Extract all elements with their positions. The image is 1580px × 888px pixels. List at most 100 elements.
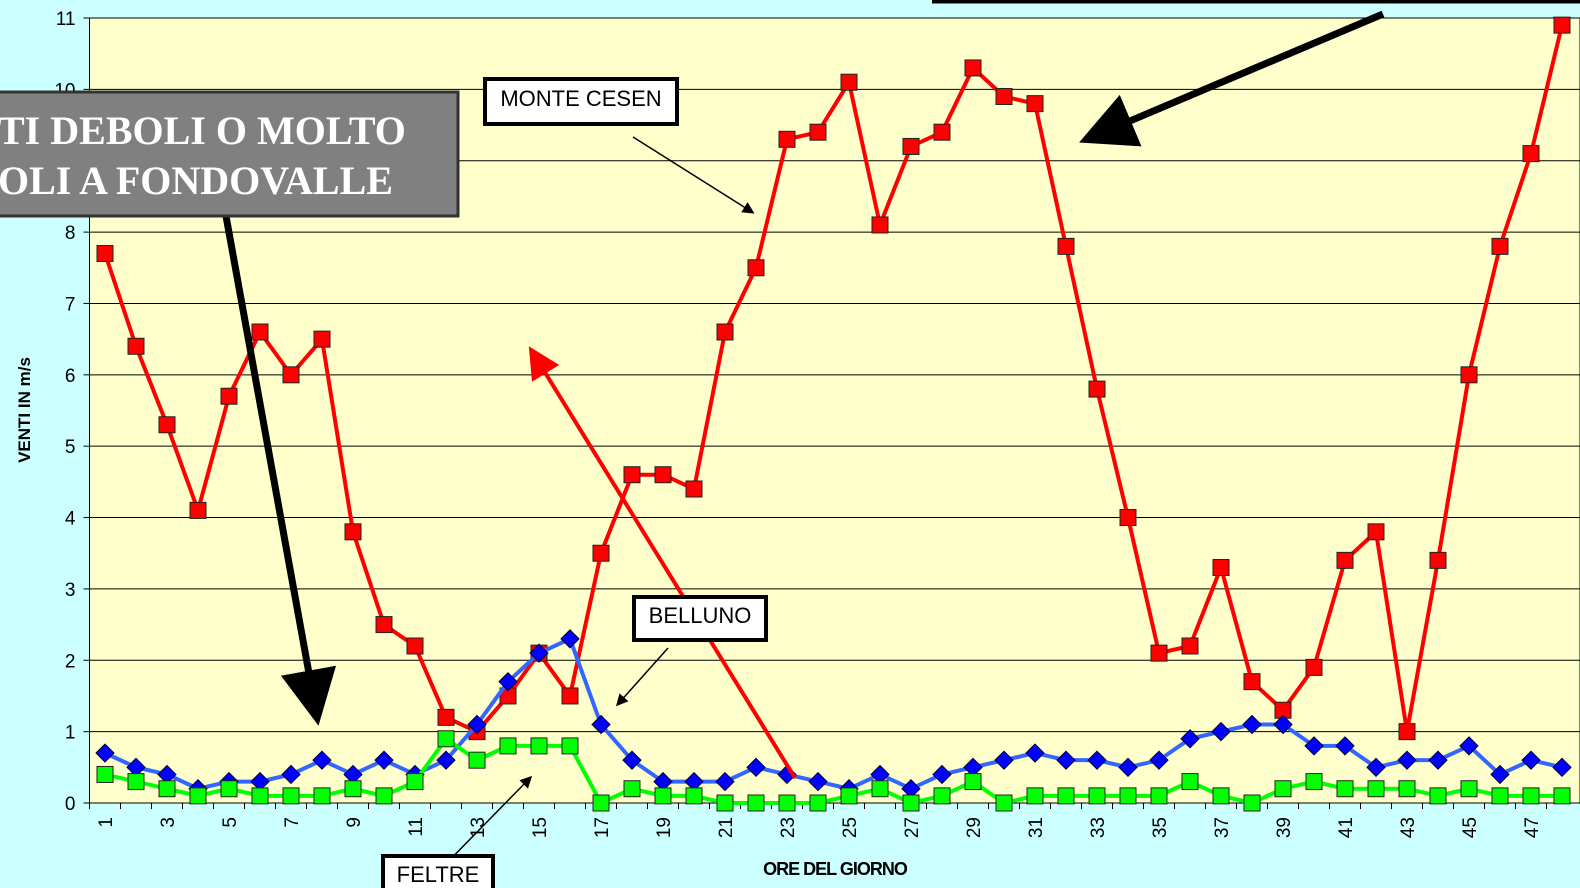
point	[436, 750, 456, 770]
point	[437, 708, 455, 726]
point	[529, 643, 549, 663]
x-tick-label: 19	[654, 817, 675, 838]
x-tick-label: 5	[220, 817, 241, 828]
point	[902, 137, 920, 155]
point	[1056, 750, 1076, 770]
series-label: BELLUNO	[649, 603, 752, 628]
point	[1119, 787, 1137, 805]
label-box	[632, 595, 768, 642]
point	[1212, 559, 1230, 576]
point	[1025, 743, 1045, 763]
point	[96, 245, 114, 262]
point	[1211, 721, 1231, 742]
point	[778, 130, 796, 148]
point	[158, 416, 176, 434]
x-tick-label: 35	[1150, 817, 1171, 838]
point	[592, 544, 610, 562]
point	[685, 480, 703, 498]
point	[1459, 736, 1479, 756]
point	[220, 387, 238, 405]
point	[1057, 787, 1075, 805]
point	[1212, 787, 1230, 805]
y-tick-label: 0	[65, 794, 76, 815]
x-tick-label: 47	[1522, 817, 1543, 838]
x-tick-label: 45	[1460, 817, 1481, 838]
point	[312, 750, 332, 770]
point	[344, 523, 362, 541]
point	[1305, 658, 1323, 676]
x-tick-label: 17	[592, 817, 613, 838]
point	[1181, 637, 1199, 655]
point	[1553, 787, 1571, 805]
point	[344, 780, 362, 798]
y-tick-label: 2	[65, 651, 76, 672]
point	[964, 59, 982, 77]
point	[685, 787, 703, 805]
y-tick-label: 11	[56, 9, 76, 30]
note-text: TI DEBOLI O MOLTO	[0, 108, 406, 153]
point	[313, 787, 331, 805]
x-tick-label: 3	[158, 817, 179, 828]
point	[623, 466, 641, 484]
point	[251, 323, 269, 341]
point	[1522, 787, 1540, 805]
point	[1026, 787, 1044, 805]
point	[933, 787, 951, 805]
point	[189, 501, 207, 519]
point	[1088, 380, 1106, 398]
point	[840, 787, 858, 805]
point	[220, 780, 238, 798]
point	[1367, 523, 1385, 541]
point	[1304, 736, 1324, 756]
point	[313, 330, 331, 348]
y-axis-title: VENTI IN m/s	[15, 357, 34, 463]
point	[1243, 673, 1261, 691]
point	[1521, 750, 1541, 770]
point	[375, 787, 393, 805]
y-tick-label: 5	[65, 437, 76, 458]
series-line	[103, 24, 1564, 735]
point	[189, 787, 207, 805]
grid: 0123456789101113579111315171921232527293…	[54, 9, 1580, 838]
point	[1119, 509, 1137, 527]
point	[716, 794, 734, 812]
point	[1398, 723, 1416, 741]
point	[1088, 787, 1106, 805]
point	[1398, 780, 1416, 798]
series-label: MONTE CESEN	[500, 86, 661, 111]
x-tick-label: 25	[840, 817, 861, 838]
point	[1553, 16, 1571, 34]
point	[840, 73, 858, 91]
y-tick-label: 8	[65, 223, 76, 244]
x-tick-label: 13	[468, 817, 489, 838]
point	[592, 794, 610, 812]
x-axis-title: ORE DEL GIORNO	[763, 859, 908, 879]
point	[375, 616, 393, 634]
point	[715, 771, 735, 792]
note-text: OLI A FONDOVALLE	[0, 158, 393, 203]
point	[654, 466, 672, 484]
point	[530, 737, 548, 755]
point	[498, 671, 518, 692]
point	[778, 794, 796, 812]
point	[281, 764, 301, 785]
x-tick-label: 33	[1088, 817, 1109, 838]
point	[1087, 750, 1107, 770]
point	[623, 780, 641, 798]
label-box	[381, 854, 495, 888]
point	[96, 765, 114, 783]
point	[1181, 773, 1199, 791]
x-tick-label: 7	[282, 817, 303, 828]
point	[374, 750, 394, 770]
point	[1057, 237, 1075, 255]
point	[1397, 750, 1417, 770]
point	[1150, 644, 1168, 662]
point	[871, 780, 889, 798]
x-tick-label: 39	[1274, 817, 1295, 838]
y-tick-label: 3	[65, 580, 76, 601]
point	[251, 787, 269, 805]
x-tick-label: 29	[964, 817, 985, 838]
point	[282, 787, 300, 805]
